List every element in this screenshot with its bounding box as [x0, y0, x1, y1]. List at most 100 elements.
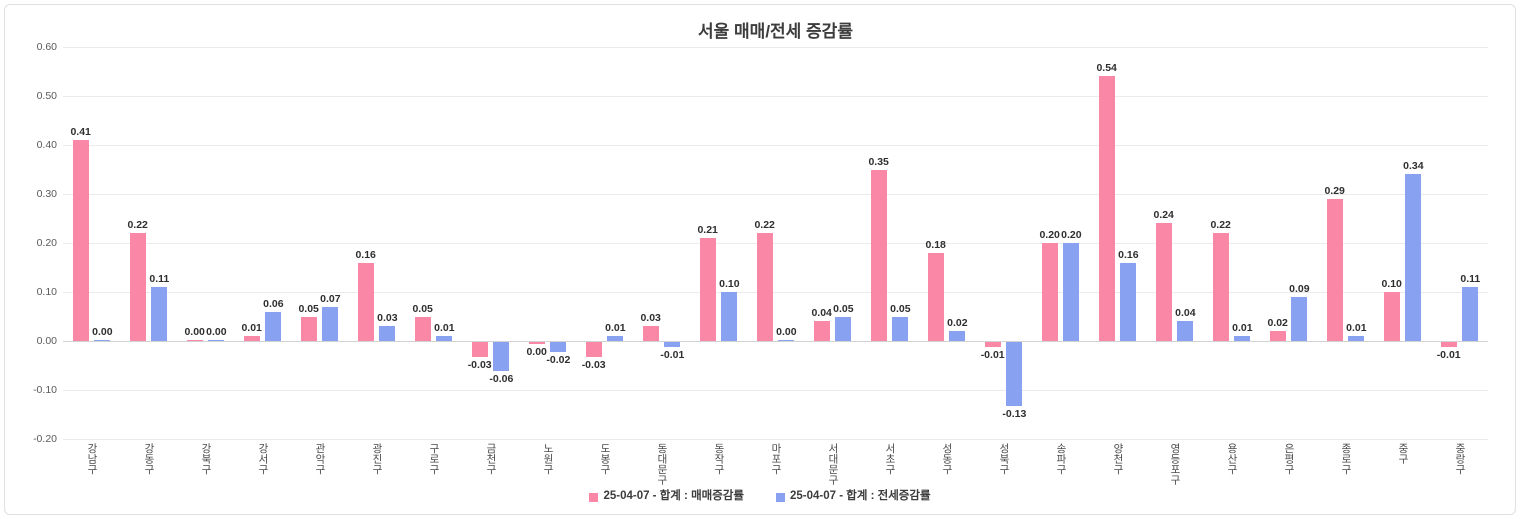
district-name: 종로구 — [1340, 443, 1352, 475]
bar-sale-동대문구[interactable] — [642, 326, 659, 341]
bar-sale-성북구[interactable] — [984, 342, 1001, 347]
x-axis-tick-label: 강동구 — [120, 443, 177, 475]
bar-value-label: 0.05 — [412, 302, 433, 315]
bar-jeonse-영등포구[interactable] — [1177, 321, 1194, 341]
x-axis-tick-label: 은평구 — [1260, 443, 1317, 475]
bar-jeonse-동작구[interactable] — [721, 292, 738, 341]
bar-jeonse-서초구[interactable] — [892, 316, 909, 341]
legend-label: 25-04-07 - 합계 : 매매증감률 — [603, 490, 744, 503]
gridline — [63, 47, 1488, 48]
district-name: 용산구 — [1226, 443, 1238, 475]
bar-sale-종로구[interactable] — [1326, 198, 1343, 341]
plot-area: 0.60 0.50 0.40 0.30 0.20 0.10 0.00 -0.10 -0.20 0.… — [33, 41, 1488, 485]
bar-value-label: 0.18 — [925, 238, 946, 251]
bar-value-label: 0.34 — [1403, 160, 1424, 173]
x-axis-tick-label: 종로구 — [1317, 443, 1374, 475]
bar-sale-관악구[interactable] — [300, 316, 317, 341]
bar-sale-은평구[interactable] — [1269, 331, 1286, 341]
bar-jeonse-금천구[interactable] — [493, 342, 510, 372]
bar-value-label: 0.20 — [1061, 229, 1082, 241]
x-axis-tick-label: 동대문구 — [633, 443, 690, 485]
district-name: 성동구 — [941, 443, 953, 475]
bar-jeonse-은평구[interactable] — [1291, 296, 1308, 341]
bar-jeonse-종로구[interactable] — [1348, 336, 1365, 341]
bar-value-label: -0.03 — [467, 358, 492, 371]
district-name: 강남구 — [86, 443, 98, 475]
bar-value-label: 0.00 — [184, 325, 205, 338]
district-name: 은평구 — [1283, 443, 1295, 475]
bar-value-label: 0.07 — [320, 292, 341, 305]
bar-jeonse-광진구[interactable] — [379, 326, 396, 341]
district-name: 서초구 — [884, 443, 896, 475]
bar-sale-강북구[interactable] — [186, 339, 203, 341]
bar-sale-강서구[interactable] — [243, 336, 260, 341]
x-axis-tick-label: 도봉구 — [576, 443, 633, 475]
bar-jeonse-서대문구[interactable] — [835, 316, 852, 341]
bar-sale-노원구[interactable] — [528, 342, 545, 344]
district-name: 송파구 — [1055, 443, 1067, 475]
bar-sale-강남구[interactable] — [72, 140, 89, 341]
x-axis-tick-label: 송파구 — [1032, 443, 1089, 475]
bar-sale-금천구[interactable] — [471, 342, 488, 357]
y-axis-tick-label: 0.20 — [36, 237, 57, 249]
bar-jeonse-중구[interactable] — [1405, 174, 1422, 341]
bar-sale-영등포구[interactable] — [1155, 223, 1172, 341]
district-name: 금천구 — [485, 443, 497, 475]
legend-item-sale[interactable]: 25-04-07 - 합계 : 매매증감률 — [589, 491, 744, 503]
y-axis-tick-label: 0.30 — [36, 188, 57, 200]
bar-sale-마포구[interactable] — [756, 233, 773, 341]
bar-sale-도봉구[interactable] — [585, 342, 602, 357]
bar-value-label: 0.01 — [241, 322, 262, 335]
district-name: 동작구 — [713, 443, 725, 475]
bar-sale-서대문구[interactable] — [813, 321, 830, 341]
bar-jeonse-동대문구[interactable] — [664, 342, 681, 347]
x-axis-tick-label: 강남구 — [63, 443, 120, 475]
x-axis-labels: 강남구 강동구 강북구 강서구 관악구 광진구 구로구 금천구 노원구 도봉구 동대문구 동작구 마포구… — [63, 443, 1488, 499]
bar-value-label: 0.01 — [1346, 322, 1367, 335]
bar-jeonse-강서구[interactable] — [265, 311, 282, 341]
bar-jeonse-성동구[interactable] — [949, 331, 966, 341]
district-name: 노원구 — [542, 443, 554, 475]
bar-sale-송파구[interactable] — [1041, 243, 1058, 341]
bar-value-label: -0.01 — [1436, 348, 1461, 361]
bar-jeonse-성북구[interactable] — [1006, 342, 1023, 406]
bar-value-label: 0.03 — [377, 312, 398, 325]
x-axis-tick-label: 영등포구 — [1146, 443, 1203, 485]
bar-sale-양천구[interactable] — [1098, 76, 1115, 341]
district-name: 강서구 — [257, 443, 269, 475]
bar-jeonse-마포구[interactable] — [778, 339, 795, 341]
bar-sale-광진구[interactable] — [357, 262, 374, 341]
bar-sale-강동구[interactable] — [129, 233, 146, 341]
bar-jeonse-용산구[interactable] — [1234, 336, 1251, 341]
bar-jeonse-강동구[interactable] — [151, 287, 168, 341]
district-name: 동대문구 — [656, 443, 668, 485]
x-axis-tick-label: 관악구 — [291, 443, 348, 475]
bar-jeonse-노원구[interactable] — [550, 342, 567, 352]
bar-sale-중랑구[interactable] — [1440, 342, 1457, 347]
bar-jeonse-중랑구[interactable] — [1462, 287, 1479, 341]
x-axis-tick-label: 강서구 — [234, 443, 291, 475]
bar-value-label: 0.02 — [1267, 317, 1288, 330]
bar-jeonse-양천구[interactable] — [1120, 262, 1137, 341]
y-axis-tick-label: 0.50 — [36, 90, 57, 102]
bar-jeonse-구로구[interactable] — [436, 336, 453, 341]
x-axis-tick-label: 서초구 — [861, 443, 918, 475]
bar-jeonse-도봉구[interactable] — [607, 336, 624, 341]
bar-sale-구로구[interactable] — [414, 316, 431, 341]
bar-sale-동작구[interactable] — [699, 238, 716, 341]
bar-value-label: 0.29 — [1324, 184, 1345, 197]
legend-item-jeonse[interactable]: 25-04-07 - 합계 : 전세증감률 — [776, 491, 931, 503]
bar-value-label: 0.24 — [1153, 209, 1174, 222]
bar-jeonse-강남구[interactable] — [94, 339, 111, 341]
bar-sale-중구[interactable] — [1383, 292, 1400, 341]
bar-sale-용산구[interactable] — [1212, 233, 1229, 341]
bar-jeonse-송파구[interactable] — [1063, 243, 1080, 341]
bar-jeonse-강북구[interactable] — [208, 339, 225, 341]
y-axis-tick-label: 0.10 — [36, 286, 57, 298]
bar-sale-서초구[interactable] — [870, 169, 887, 341]
bar-sale-성동구[interactable] — [927, 252, 944, 341]
chart-title: 서울 매매/전세 증감률 — [698, 22, 853, 41]
bar-value-label: 0.01 — [1232, 322, 1253, 335]
bar-value-label: 0.02 — [947, 317, 968, 330]
bar-jeonse-관악구[interactable] — [322, 306, 339, 341]
